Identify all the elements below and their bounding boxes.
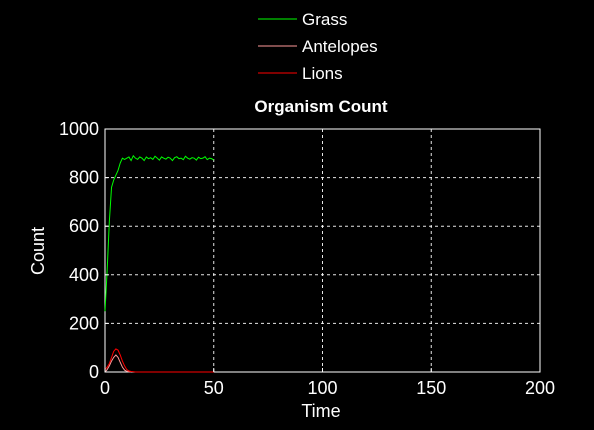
y-tick-label: 600 [69, 216, 99, 236]
legend: Grass Antelopes Lions [258, 10, 378, 83]
y-tick-label: 800 [69, 168, 99, 188]
series-lines [104, 154, 215, 373]
y-tick-label: 200 [69, 313, 99, 333]
y-tick-label: 1000 [59, 119, 99, 139]
x-tick-label: 100 [307, 378, 337, 398]
series-line-grass [104, 154, 215, 312]
series-line-antelopes [104, 354, 132, 373]
x-tick-label: 0 [100, 378, 110, 398]
y-tick-label: 0 [89, 362, 99, 382]
x-axis-label: Time [301, 401, 340, 421]
chart-title: Organism Count [254, 97, 388, 116]
x-tick-label: 50 [204, 378, 224, 398]
y-axis-ticks: 0 200 400 600 800 1000 [59, 119, 109, 382]
grid-lines [105, 129, 540, 372]
legend-label-grass: Grass [302, 10, 347, 29]
legend-label-antelopes: Antelopes [302, 37, 378, 56]
y-axis-label: Count [28, 227, 48, 275]
legend-label-lions: Lions [302, 64, 343, 83]
series-line-lions [104, 348, 214, 373]
x-tick-label: 200 [525, 378, 555, 398]
y-tick-label: 400 [69, 265, 99, 285]
x-tick-label: 150 [416, 378, 446, 398]
x-axis-ticks: 0 50 100 150 200 [100, 368, 555, 398]
